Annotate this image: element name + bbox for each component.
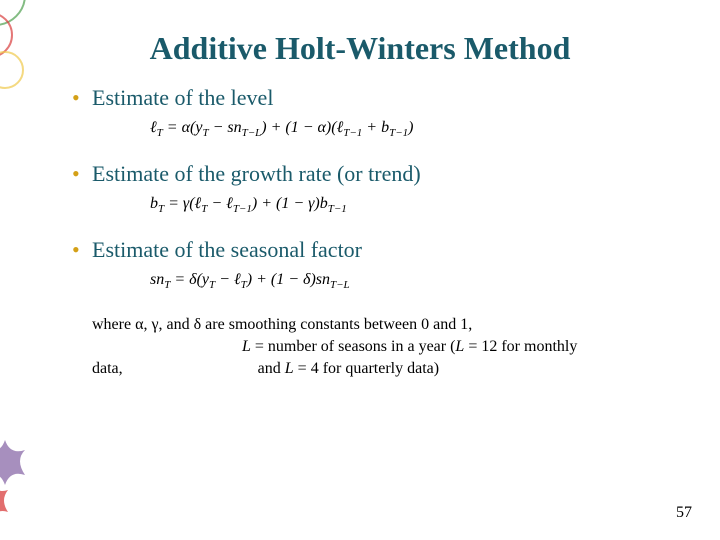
formula-level: ℓT = α(yT − snT−L) + (1 − α)(ℓT−1 + bT−1…: [150, 119, 680, 139]
note-line1: where α, γ, and δ are smoothing constant…: [92, 314, 680, 336]
note-text: where α, γ, and δ are smoothing constant…: [92, 314, 680, 381]
note-line3: data,and L = 4 for quarterly data): [92, 358, 680, 380]
bullet-level: .bullet::before{color:#d4a017} Estimate …: [70, 85, 680, 111]
bullet-trend: Estimate of the growth rate (or trend): [70, 161, 680, 187]
bullet-list: .bullet::before{color:#d4a017} Estimate …: [70, 85, 680, 381]
bullet-text: Estimate of the seasonal factor: [92, 237, 362, 262]
bullet-seasonal: Estimate of the seasonal factor: [70, 237, 680, 263]
page-number: 57: [676, 504, 692, 522]
bullet-text: Estimate of the level: [92, 85, 273, 110]
slide-content: Additive Holt-Winters Method .bullet::be…: [0, 0, 720, 540]
note-line2: L = number of seasons in a year (L = 12 …: [92, 336, 680, 358]
bullet-text: Estimate of the growth rate (or trend): [92, 161, 421, 186]
formula-trend: bT = γ(ℓT − ℓT−1) + (1 − γ)bT−1: [150, 195, 680, 215]
formula-seasonal: snT = δ(yT − ℓT) + (1 − δ)snT−L: [150, 271, 680, 291]
slide-title: Additive Holt-Winters Method: [40, 30, 680, 67]
